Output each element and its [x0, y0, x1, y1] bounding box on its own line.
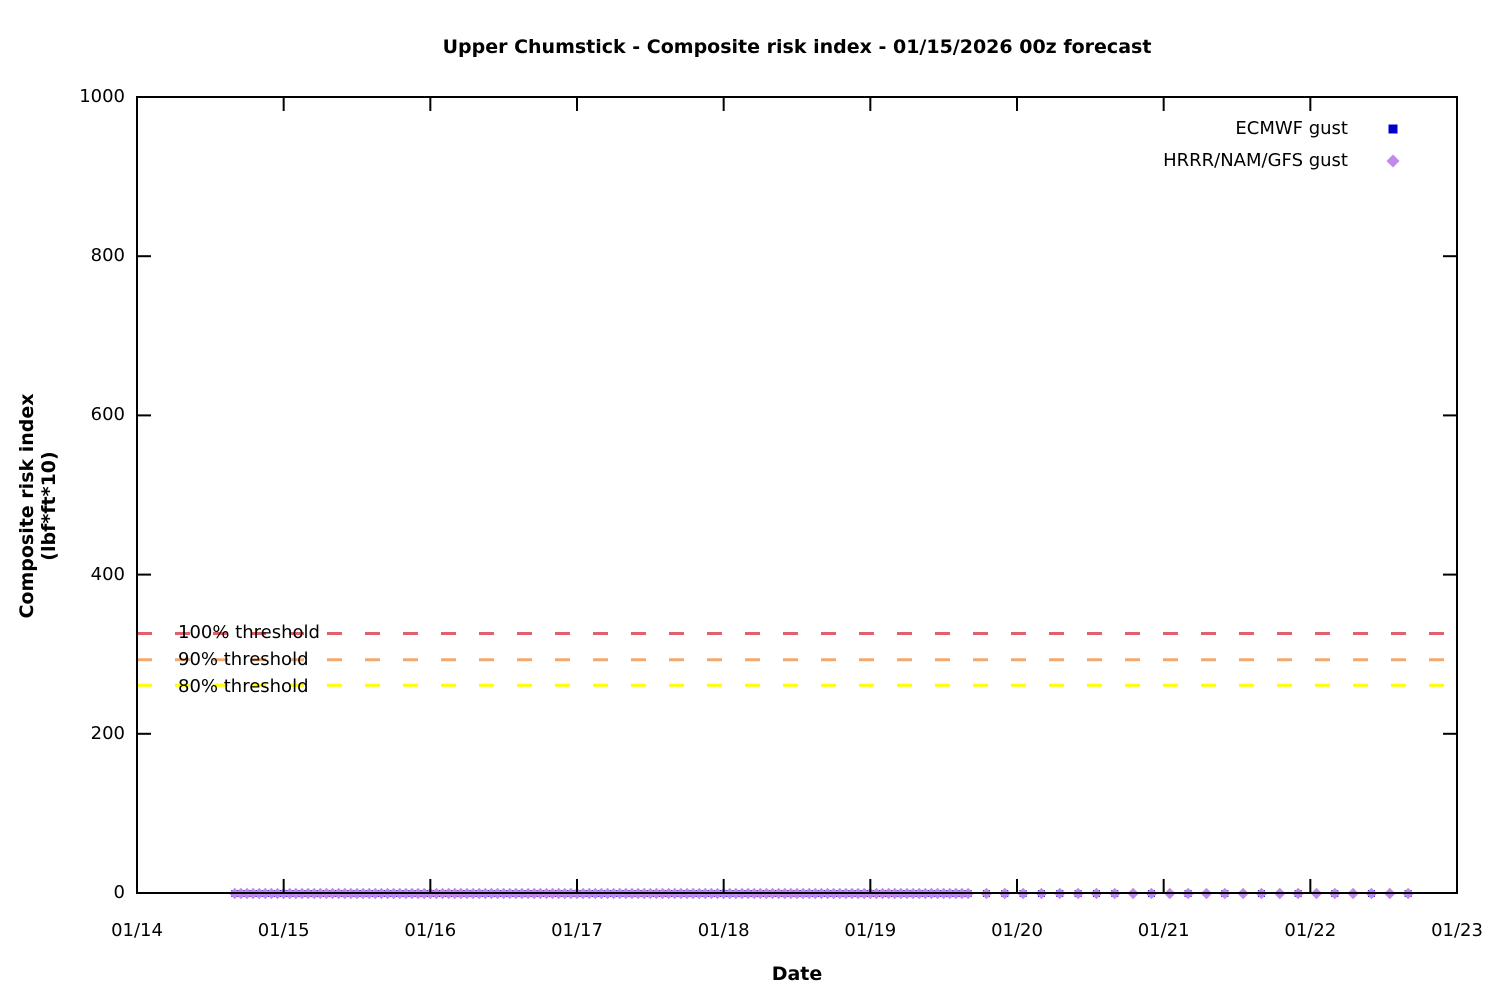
y-tick-label-200: 200	[90, 722, 125, 744]
legend-label-ecmwf: ECMWF gust	[1235, 118, 1348, 139]
legend-markers	[1386, 124, 1400, 168]
x-tick-label-01-16: 01/16	[404, 920, 457, 941]
legend-diamond-icon	[1386, 154, 1400, 168]
threshold-label-90: 90% threshold	[178, 649, 309, 670]
threshold-label-80: 80% threshold	[178, 676, 309, 697]
x-tick-label-01-19: 01/19	[844, 920, 897, 941]
y-tick-label-0: 0	[113, 882, 125, 903]
x-tick-label-01-22: 01/22	[1284, 920, 1337, 941]
x-axis-title: Date	[771, 963, 823, 985]
x-tick-label-01-18: 01/18	[697, 920, 750, 941]
y-tick-label-800: 800	[90, 245, 125, 267]
x-tick-label-01-14: 01/14	[111, 920, 163, 941]
plot-frame	[136, 96, 1458, 894]
threshold-label-100: 100% threshold	[178, 622, 320, 643]
y-tick-label-600: 600	[90, 404, 125, 426]
x-tick-label-01-23: 01/23	[1431, 920, 1483, 941]
plot-border	[136, 96, 1458, 894]
legend-label-hrrr: HRRR/NAM/GFS gust	[1163, 150, 1348, 171]
x-tick-label-01-21: 01/21	[1137, 920, 1190, 941]
legend-square-icon	[1388, 124, 1398, 134]
y-tick-label-400: 400	[90, 563, 125, 585]
y-tick-label-1000: 1000	[79, 86, 125, 107]
threshold-lines	[137, 632, 1457, 687]
y-axis-title: Composite risk index (lbf*ft*10)	[16, 393, 60, 619]
legend-entry-ecmwf: ECMWF gust	[1235, 117, 1348, 141]
chart-title: Upper Chumstick - Composite risk index -…	[442, 36, 1152, 58]
legend-entry-hrrr: HRRR/NAM/GFS gust	[1163, 149, 1348, 173]
x-tick-label-01-15: 01/15	[257, 920, 310, 941]
x-tick-label-01-17: 01/17	[551, 920, 603, 941]
x-tick-label-01-20: 01/20	[991, 920, 1043, 941]
